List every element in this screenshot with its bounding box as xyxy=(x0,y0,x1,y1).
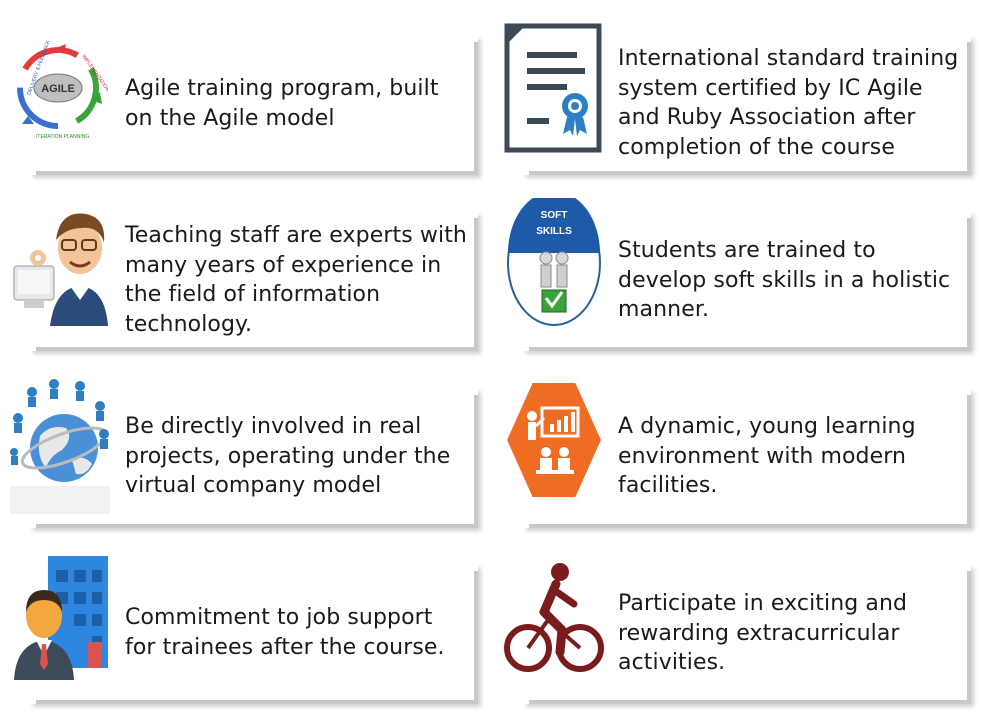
feature-text-certificate: International standard training system c… xyxy=(618,46,959,160)
feature-card-teacher xyxy=(30,212,478,351)
feature-card-environment xyxy=(523,389,971,528)
feature-text-activities: Participate in exciting and rewarding ex… xyxy=(618,591,908,675)
feature-text-agile: Agile training program, built on the Agi… xyxy=(125,76,439,131)
teacher-icon xyxy=(13,213,108,326)
feature-text-projects: Be directly involved in real projects, o… xyxy=(125,414,451,498)
feature-text-environment: A dynamic, young learning environment wi… xyxy=(618,414,916,498)
globe-network-icon xyxy=(10,379,110,514)
agile-cycle-icon: AGILE IMPLEMENTATION DELIVERY & FEEDBACK… xyxy=(16,39,108,140)
agile-center-label: AGILE xyxy=(41,83,75,95)
certificate-icon xyxy=(504,23,602,153)
feature-text-teacher: Teaching staff are experts with many yea… xyxy=(125,223,467,337)
soft-label: SOFT xyxy=(541,210,568,221)
feature-text-soft-skills: Students are trained to develop soft ski… xyxy=(618,238,951,322)
presentation-icon xyxy=(504,381,604,499)
soft-skills-icon: SOFT SKILLS xyxy=(507,198,601,326)
skills-label: SKILLS xyxy=(536,226,572,237)
agile-iteration-label: ITERATION PLANNING xyxy=(36,134,89,140)
cyclist-icon xyxy=(504,563,604,672)
feature-card-agile xyxy=(30,36,478,175)
feature-text-job-support: Commitment to job support for trainees a… xyxy=(125,605,445,660)
businessman-building-icon xyxy=(14,556,108,680)
